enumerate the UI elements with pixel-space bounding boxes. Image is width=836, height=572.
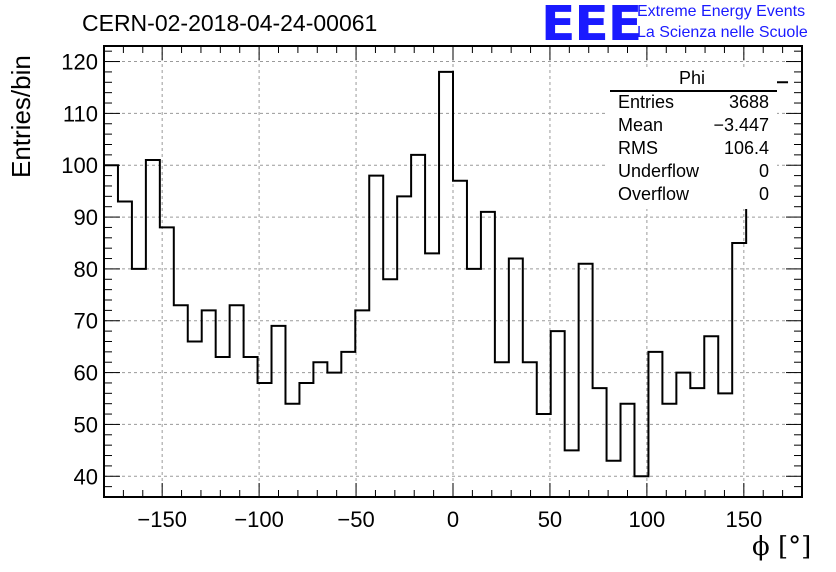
stats-value: 0 bbox=[758, 161, 769, 181]
stats-row-mean: Mean −3.447 bbox=[618, 115, 769, 137]
stats-value: −3.447 bbox=[713, 115, 769, 135]
y-tick-label: 120 bbox=[61, 50, 98, 75]
histogram-bin bbox=[676, 373, 690, 497]
histogram-bin bbox=[607, 461, 621, 497]
y-tick-label: 60 bbox=[74, 361, 98, 386]
stats-label: Mean bbox=[618, 115, 664, 135]
histogram-outline bbox=[104, 70, 789, 478]
x-tick-label: −50 bbox=[337, 507, 374, 532]
x-tick-label: 150 bbox=[725, 507, 762, 532]
histogram-series bbox=[104, 70, 789, 497]
histogram-bin bbox=[327, 373, 341, 497]
histogram-bin bbox=[299, 383, 313, 497]
histogram-bin bbox=[355, 310, 369, 497]
x-axis-label: ϕ [°] bbox=[752, 532, 812, 562]
histogram-bin bbox=[495, 362, 509, 497]
histogram-bin bbox=[579, 264, 593, 497]
x-tick-label: −150 bbox=[137, 507, 187, 532]
histogram-bin bbox=[467, 269, 481, 497]
histogram-bin bbox=[509, 259, 523, 497]
y-tick-label: 50 bbox=[74, 412, 98, 437]
histogram-bin bbox=[369, 176, 383, 497]
histogram-bin bbox=[188, 341, 202, 497]
histogram-bin bbox=[704, 336, 718, 497]
stats-row-entries: Entries 3688 bbox=[618, 92, 769, 114]
histogram-bin bbox=[174, 305, 188, 497]
stats-label: Entries bbox=[618, 92, 675, 112]
logo-line-1: Extreme Energy Events bbox=[637, 3, 806, 20]
y-tick-label: 70 bbox=[74, 309, 98, 334]
stats-row-overflow: Overflow 0 bbox=[618, 184, 769, 206]
y-tick-label: 110 bbox=[63, 101, 98, 126]
x-tick-label: 100 bbox=[629, 507, 666, 532]
axes: −150 −100 −50 0 50 100 150 40 50 60 70 80 90 100 110 12… bbox=[61, 45, 803, 532]
histogram-bin bbox=[690, 388, 704, 497]
histogram-bin bbox=[662, 404, 676, 497]
histogram-bin bbox=[118, 202, 132, 497]
histogram-bin bbox=[397, 196, 411, 497]
x-tick-label: 0 bbox=[447, 507, 459, 532]
stats-title: Phi bbox=[678, 68, 705, 88]
histogram-bin bbox=[565, 450, 579, 497]
y-tick-label: 100 bbox=[61, 153, 98, 178]
stats-box: Phi Entries 3688 Mean −3.447 RMS 106.4 U… bbox=[607, 68, 777, 209]
histogram-bin bbox=[285, 404, 299, 497]
stats-value: 106.4 bbox=[723, 138, 769, 158]
histogram-bin bbox=[258, 383, 272, 497]
histogram-bin bbox=[621, 404, 635, 497]
histogram-bin bbox=[593, 388, 607, 497]
x-tick-label: −100 bbox=[234, 507, 284, 532]
histogram-bin bbox=[202, 310, 216, 497]
histogram-bin bbox=[523, 362, 537, 497]
histogram-bin bbox=[146, 160, 160, 497]
histogram-bin bbox=[230, 305, 244, 497]
stats-label: Underflow bbox=[618, 161, 700, 181]
logo-line-2: La Scienza nelle Scuole bbox=[637, 24, 808, 41]
histogram-bin bbox=[383, 279, 397, 497]
histogram-bin bbox=[313, 362, 327, 497]
histogram-bin bbox=[439, 72, 453, 497]
stats-label: RMS bbox=[618, 138, 658, 158]
histogram-bin bbox=[453, 181, 467, 497]
histogram-bin bbox=[481, 212, 495, 497]
histogram-bin bbox=[425, 253, 439, 497]
x-tick-label: 50 bbox=[538, 507, 562, 532]
y-axis-label: Entries/bin bbox=[6, 55, 36, 178]
histogram-bin bbox=[746, 196, 760, 497]
histogram-bin bbox=[760, 160, 774, 497]
y-tick-label: 40 bbox=[74, 464, 98, 489]
stats-row-rms: RMS 106.4 bbox=[618, 138, 769, 160]
y-tick-label: 90 bbox=[74, 205, 98, 230]
histogram-bin bbox=[341, 352, 355, 497]
histogram-bin bbox=[551, 331, 565, 497]
chart-title: CERN-02-2018-04-24-00061 bbox=[82, 10, 378, 36]
stats-value: 0 bbox=[758, 184, 769, 204]
stats-divider bbox=[610, 90, 777, 92]
histogram-bin bbox=[272, 326, 286, 497]
histogram-bin bbox=[216, 357, 230, 497]
histogram-bin bbox=[718, 393, 732, 497]
histogram-bin bbox=[634, 476, 648, 497]
stats-value: 3688 bbox=[728, 92, 769, 112]
histogram-bin bbox=[132, 269, 146, 497]
y-tick-label: 80 bbox=[74, 257, 98, 282]
stats-row-underflow: Underflow 0 bbox=[618, 161, 769, 183]
eee-logo-mark: EEE bbox=[541, 0, 642, 52]
histogram-bin bbox=[537, 414, 551, 497]
histogram-bin bbox=[411, 155, 425, 497]
stats-label: Overflow bbox=[618, 184, 690, 204]
